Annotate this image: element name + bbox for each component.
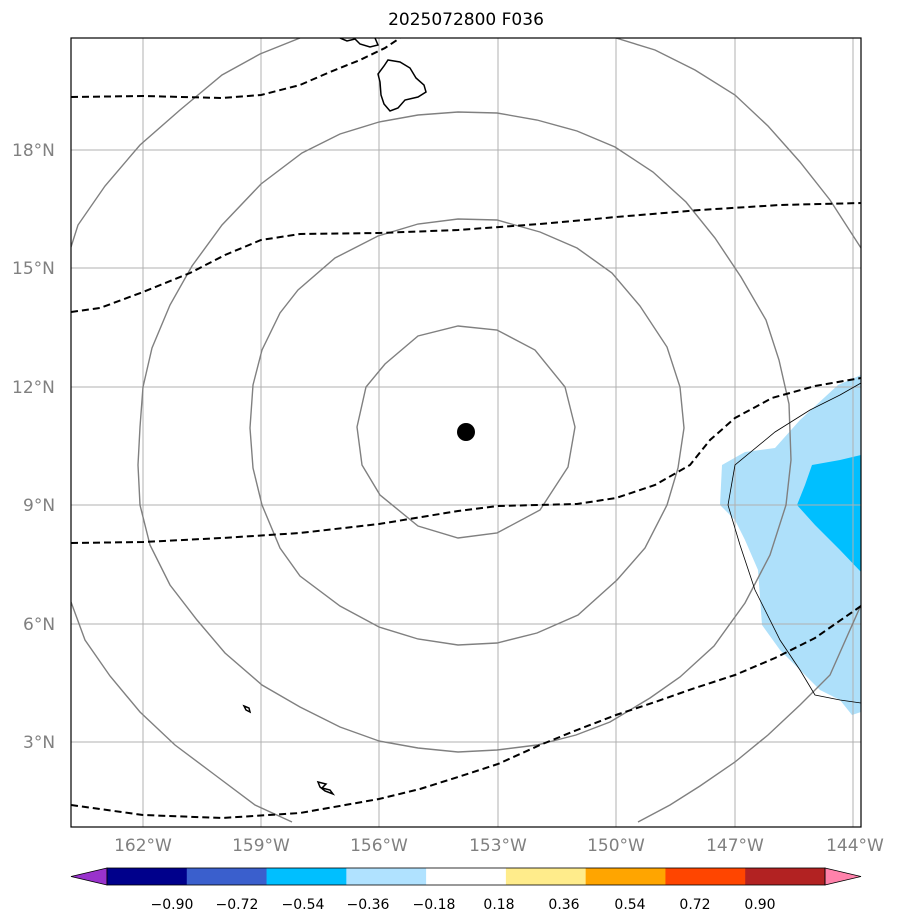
- colorbar-cell: [266, 868, 347, 885]
- contour-ring-3: [137, 111, 792, 753]
- map-title: 2025072800 F036: [388, 10, 544, 30]
- dashed-line-4: [71, 605, 861, 820]
- colorbar-tick-label: 0.72: [679, 897, 710, 913]
- colorbar-tick-label: −0.36: [347, 897, 390, 913]
- pressure-contours: [71, 38, 861, 823]
- big-island-coast: [377, 59, 427, 112]
- contour-ring-4c: [71, 601, 293, 823]
- colorbar-tick-label: −0.90: [151, 897, 194, 913]
- lat-label: 18°N: [12, 141, 55, 161]
- lat-label: 12°N: [12, 378, 55, 398]
- shaded-field: [720, 375, 861, 715]
- lat-label: 6°N: [23, 615, 55, 635]
- contour-ring-4b: [615, 38, 861, 249]
- lat-labels: 18°N 15°N 12°N 9°N 6°N 3°N: [12, 141, 55, 753]
- colorbar-extend-low: [70, 867, 108, 886]
- gridlines: [71, 38, 861, 827]
- lon-label: 147°W: [706, 836, 764, 856]
- map-frame: [70, 37, 862, 828]
- colorbar: −0.90 −0.72 −0.54 −0.36 −0.18 0.18 0.36 …: [70, 867, 862, 913]
- colorbar-tick-label: −0.18: [413, 897, 456, 913]
- colorbar-cell: [346, 868, 427, 885]
- dashed-contours: [71, 38, 861, 820]
- shade-dark-region: [797, 455, 861, 572]
- colorbar-frame: [106, 867, 826, 886]
- dashed-line-2: [71, 202, 861, 313]
- maui-coast: [339, 38, 380, 48]
- colorbar-cell: [745, 868, 826, 885]
- storm-center-marker: [457, 423, 475, 441]
- colorbar-tick-label: −0.72: [216, 897, 259, 913]
- coastlines: [242, 38, 861, 796]
- lat-label: 15°N: [12, 259, 55, 279]
- lon-label: 159°W: [232, 836, 290, 856]
- lon-labels: 162°W 159°W 156°W 153°W 150°W 147°W 144°…: [114, 836, 884, 856]
- colorbar-tick-label: 0.18: [483, 897, 514, 913]
- lon-label: 144°W: [826, 836, 884, 856]
- lon-label: 153°W: [469, 836, 527, 856]
- contour-ring-2: [249, 218, 685, 646]
- lat-label: 3°N: [23, 733, 55, 753]
- dashed-line-1: [71, 38, 401, 100]
- lat-label: 9°N: [23, 496, 55, 516]
- eez-boundary: [727, 382, 861, 704]
- atoll-coast-2: [316, 780, 336, 796]
- shade-light-region: [720, 375, 861, 715]
- colorbar-tick-label: −0.54: [282, 897, 325, 913]
- colorbar-cell: [585, 868, 666, 885]
- lon-label: 156°W: [350, 836, 408, 856]
- colorbar-tick-label: 0.36: [548, 897, 579, 913]
- colorbar-cell: [107, 868, 188, 885]
- colorbar-cell: [186, 868, 268, 885]
- colorbar-tick-label: 0.90: [744, 897, 775, 913]
- colorbar-cell: [665, 868, 746, 885]
- contour-ring-4d: [637, 604, 861, 823]
- colorbar-extend-high: [824, 867, 862, 886]
- dashed-line-3: [71, 377, 861, 544]
- colorbar-cell: [426, 868, 507, 885]
- colorbar-cell: [505, 868, 587, 885]
- lon-label: 150°W: [587, 836, 645, 856]
- colorbar-tick-label: 0.54: [614, 897, 645, 913]
- contour-ring-4: [71, 38, 301, 248]
- contour-ring-1: [356, 325, 576, 539]
- lon-label: 162°W: [114, 836, 172, 856]
- atoll-coast-1: [242, 704, 252, 714]
